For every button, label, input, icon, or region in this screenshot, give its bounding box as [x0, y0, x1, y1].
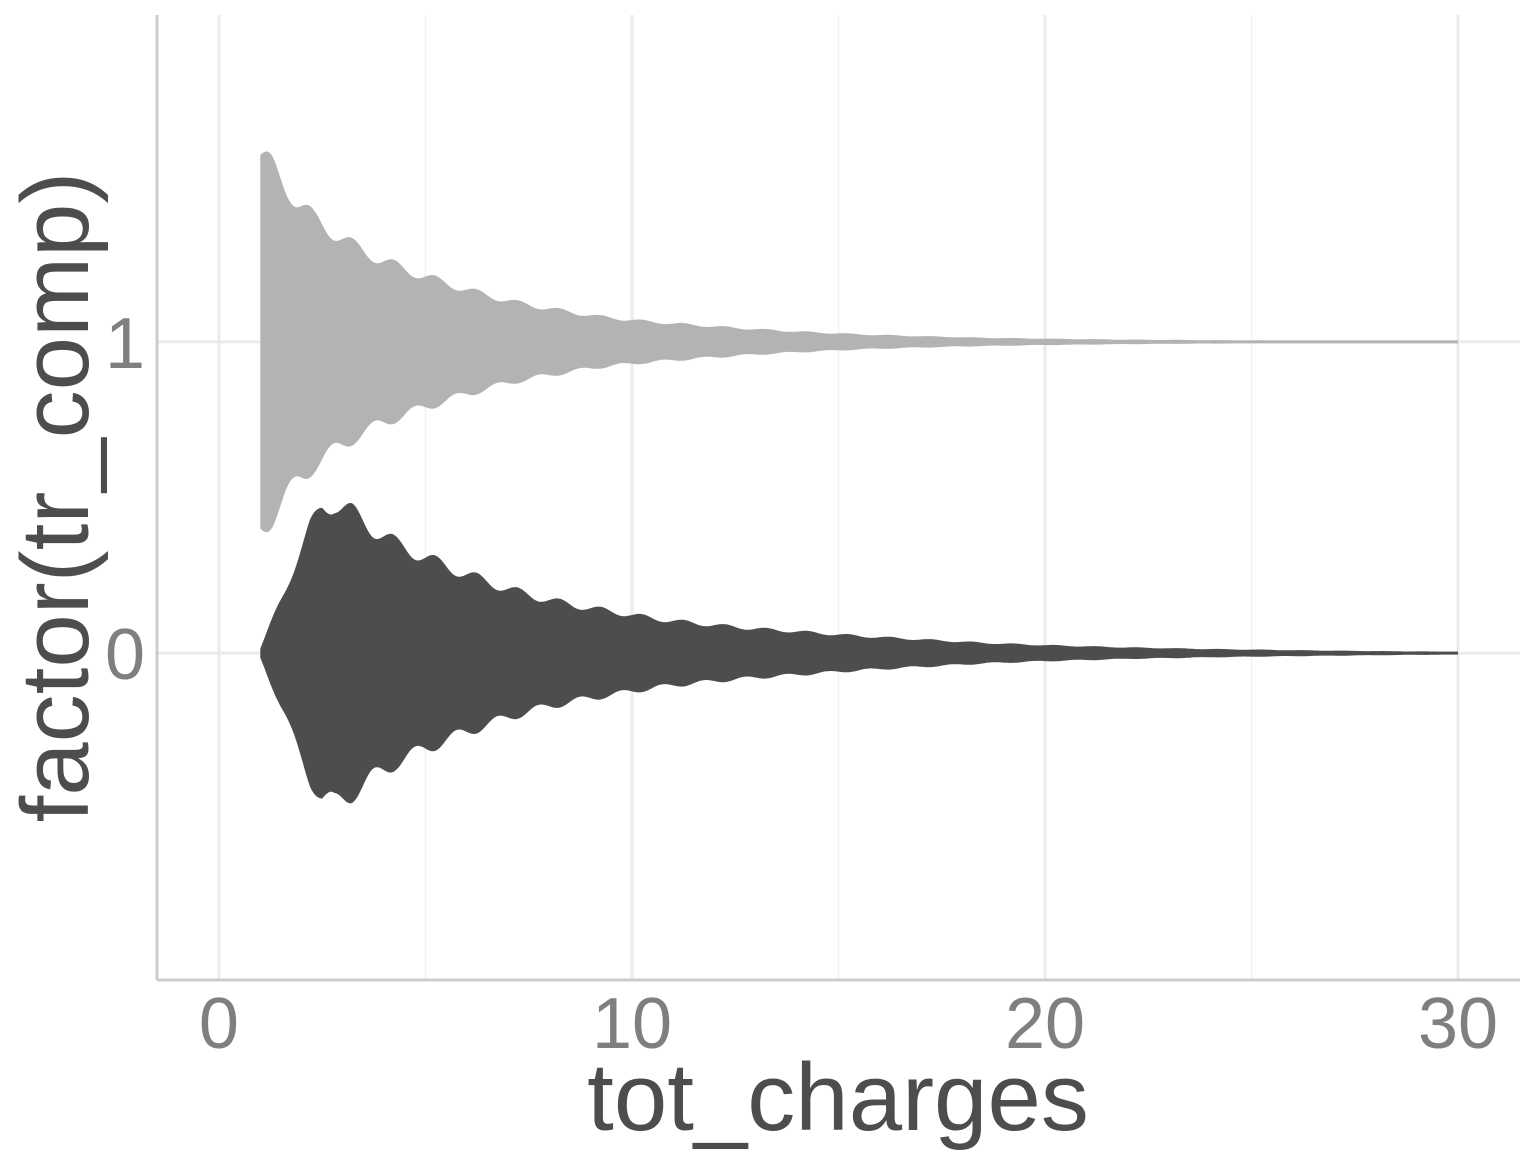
y-tick-label: 1 [105, 304, 145, 384]
violin-layer [260, 151, 1458, 804]
x-tick-label: 30 [1418, 984, 1498, 1064]
violin-1 [260, 151, 1458, 533]
y-tick-label: 0 [105, 615, 145, 695]
x-tick-label: 20 [1005, 984, 1085, 1064]
grid-layer [157, 15, 1520, 980]
tick-label-layer: 0 10 20 30 0 1 [105, 304, 1498, 1064]
violin-0 [260, 502, 1458, 804]
x-tick-label: 10 [592, 984, 672, 1064]
axis-layer [155, 15, 1520, 982]
x-axis-title: tot_charges [587, 1044, 1089, 1151]
x-tick-label: 0 [199, 984, 239, 1064]
y-axis-title: factor(tr_comp) [2, 172, 109, 823]
